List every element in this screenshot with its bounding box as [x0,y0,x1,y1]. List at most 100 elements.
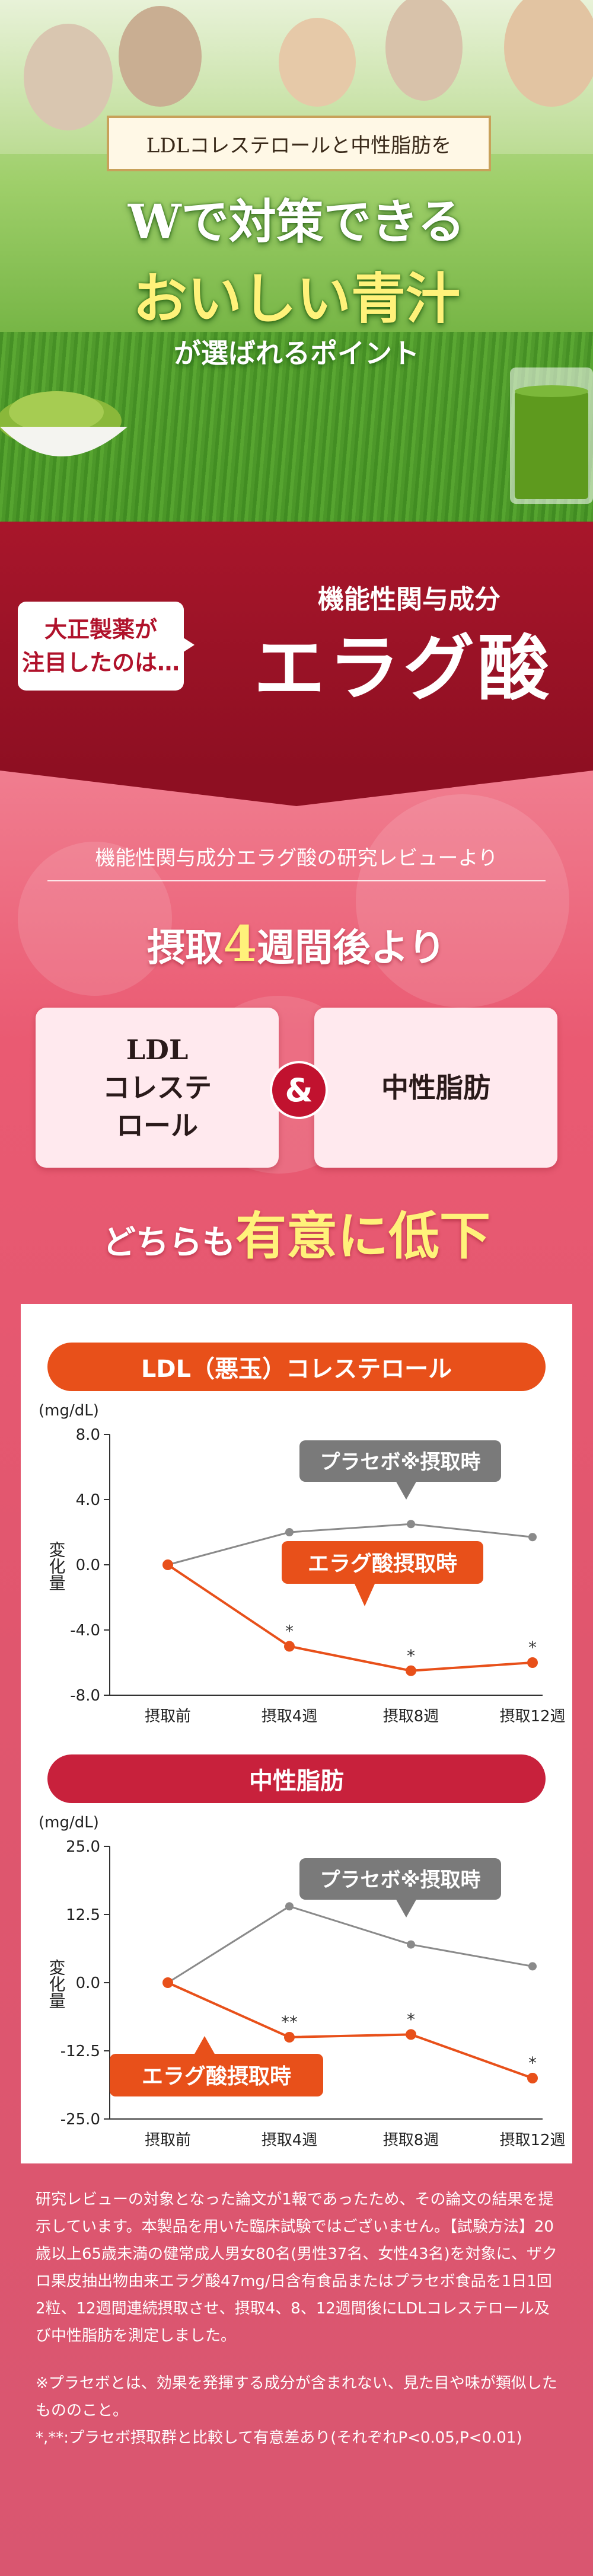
data-point-ellagic [406,1665,416,1676]
both-lowered-heading: どちらも有意に低下 [0,1194,593,1268]
ldl-chart: (mg/dL) 変化量 8.0 4.0 0.0 -4.0 -8.0 摂取前 摂取4週 摂取8週 摂取… [39,1402,566,1725]
review-divider [47,880,546,881]
x-tick-label: 摂取12週 [499,2131,565,2149]
after-suffix: 週間後より [257,926,446,970]
matcha-bowl-icon [0,391,127,456]
x-tick-label: 摂取8週 [383,2131,439,2149]
green-juice-glass-icon [510,367,593,504]
series-line-ellagic [167,1981,533,2079]
y-tick-label: 0.0 [76,1557,100,1574]
placebo-note: ※プラセボとは、効果を発揮する成分が含まれない、見た目や味が類似したもののこと。 [36,2374,557,2420]
hero-banner-text: LDLコレステロールと中性脂肪を [146,133,452,158]
person-illustration [279,18,356,107]
data-point-ellagic [162,1559,173,1570]
x-tick-label: 摂取12週 [499,1708,565,1725]
x-tick-label: 摂取前 [145,2131,191,2149]
significance-mark: * [285,1622,294,1641]
ldl-card-line3: ロール [116,1110,198,1142]
ampersand-badge: & [270,1061,328,1119]
significance-mark: ** [281,2012,298,2032]
y-axis-label: 変化量 [47,1959,66,2009]
y-tick-label: 0.0 [76,1974,100,1992]
after-week-number: 4 [223,916,257,973]
legend-ellagic-pointer [354,1583,375,1606]
unit-label: (mg/dL) [39,1814,99,1832]
legend-placebo-label: プラセボ※摂取時 [320,1450,480,1474]
y-tick-label: 4.0 [76,1491,100,1509]
data-point-placebo [407,1520,415,1529]
significance-mark: * [407,2009,415,2029]
after-weeks-heading: 摂取4週間後より [0,916,593,973]
footnotes: 研究レビューの対象となった論文が1報であったため、その論文の結果を提示しています… [36,2186,557,2472]
series-line-ellagic [167,1564,533,1672]
data-point-placebo [528,1533,537,1542]
ldl-card-line1: LDL [126,1034,189,1066]
data-point-ellagic [527,2073,538,2083]
series-line-placebo [167,1523,533,1566]
significance-mark: * [528,2053,537,2073]
study-note: 研究レビューの対象となった論文が1報であったため、その論文の結果を提示しています… [36,2191,557,2345]
data-point-ellagic [527,1657,538,1668]
data-point-placebo [407,1940,415,1949]
y-tick-label: -25.0 [60,2111,100,2128]
data-point-placebo [285,1528,294,1536]
legend-ellagic-label: エラグ酸摂取時 [142,2064,291,2089]
legend-ellagic-box [110,2054,323,2096]
ldl-card-line2: コレステ [103,1072,212,1104]
x-tick-label: 摂取前 [145,1708,191,1725]
legend-ellagic-label: エラグ酸摂取時 [308,1552,457,1576]
triglyceride-chart: (mg/dL) 変化量 25.0 12.5 0.0 -12.5 -25.0 摂取前 摂取4週 摂取… [39,1814,566,2149]
person-illustration [504,0,593,107]
data-point-ellagic [406,2029,416,2040]
data-point-ellagic [284,1641,295,1652]
person-illustration [24,24,113,130]
y-tick-label: -8.0 [70,1687,100,1705]
data-point-placebo [528,1962,537,1971]
after-prefix: 摂取 [147,926,224,970]
intro-speech-bubble: 大正製薬が 注目したのは… [18,602,184,691]
review-source: 機能性関与成分エラグ酸の研究レビューより [95,846,498,870]
legend-placebo-box [299,1858,501,1900]
ingredient-name: エラグ酸 [254,627,553,710]
hero-section: LDLコレステロールと中性脂肪を Wで対策できる おいしい青汁 が選ばれるポイン… [0,0,593,522]
data-point-ellagic [162,1977,173,1988]
ldl-card: LDL コレステ ロール [36,1008,279,1168]
legend-placebo-label: プラセボ※摂取時 [320,1868,480,1892]
bubble-line1: 大正製薬が [44,616,157,643]
chart2-title: 中性脂肪 [47,1754,546,1803]
bubble-line2: 注目したのは… [21,650,180,676]
legend-placebo-pointer [396,1481,417,1500]
hero-title-line2: おいしい青汁 [132,267,460,331]
legend-placebo-pointer [396,1899,417,1917]
triglyceride-card-text: 中性脂肪 [381,1072,490,1104]
section-divider [0,771,593,806]
both-significant: 有意に低下 [235,1206,490,1266]
background-decoration [18,842,172,996]
chart-panel: LDL（悪玉）コレステロール (mg/dL) 変化量 8.0 4.0 0.0 -4.0 -8… [21,1304,572,2163]
series-line-placebo [167,1905,533,1984]
hero-banner: LDLコレステロールと中性脂肪を [107,116,491,171]
y-tick-label: -12.5 [60,2043,100,2060]
hero-subtitle: が選ばれるポイント [174,337,419,369]
x-tick-label: 摂取4週 [262,1708,318,1725]
x-tick-label: 摂取8週 [383,1708,439,1725]
y-tick-label: 12.5 [66,1906,100,1924]
y-axis-label: 変化量 [47,1541,66,1591]
person-illustration [119,6,202,107]
y-tick-label: 25.0 [66,1838,100,1856]
background-decoration [356,794,569,1008]
legend-ellagic-box [282,1541,483,1584]
significance-mark: * [528,1638,537,1657]
person-illustration [385,0,463,101]
both-prefix: どちらも [103,1223,235,1262]
data-point-ellagic [284,2032,295,2043]
functional-ingredient-label: 機能性関与成分 [318,584,500,615]
significance-mark: * [407,1646,415,1666]
legend-placebo-box [299,1440,501,1482]
x-tick-label: 摂取4週 [262,2131,318,2149]
legend-ellagic-pointer [194,2036,215,2055]
hero-title-line1: Wで対策できる [127,194,466,250]
y-tick-label: 8.0 [76,1426,100,1444]
significance-note: *,**:プラセボ摂取群と比較して有意差あり(それぞれP<0.05,P<0.01… [36,2429,522,2447]
